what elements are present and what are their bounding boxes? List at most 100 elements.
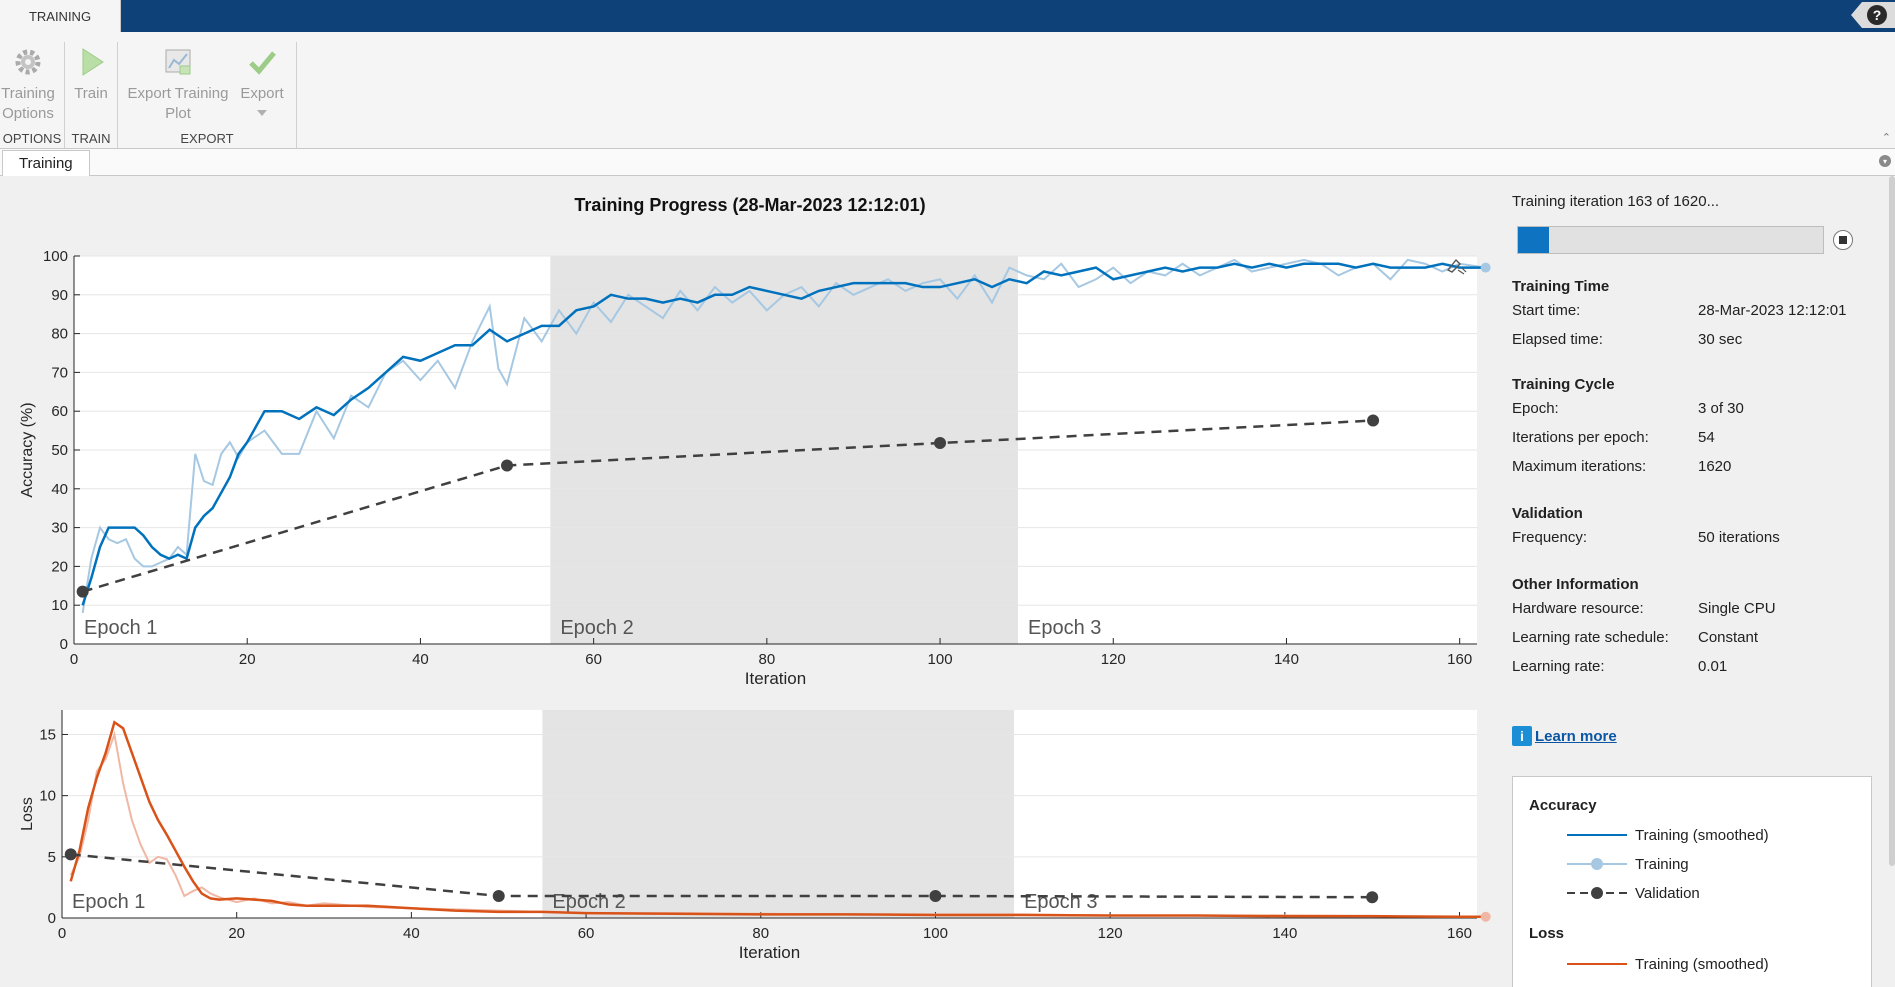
section-title: Validation: [1512, 505, 1583, 522]
validation-point: [1366, 891, 1379, 904]
x-tick-label: 20: [239, 651, 256, 668]
legend-swatch-acc-training: [1567, 858, 1627, 870]
info-value: 28-Mar-2023 12:12:01: [1698, 302, 1847, 319]
y-axis-label: Accuracy (%): [19, 402, 36, 497]
info-value: 1620: [1698, 458, 1732, 475]
accuracy-chart: Epoch 1 Epoch 2 Epoch 30 20 40 60 80 100 120 140 1…: [19, 248, 1491, 688]
x-tick-label: 0: [58, 925, 66, 942]
loss-chart: Epoch 1 Epoch 2 Epoch 30 20 40 60 80 100 120 140 1…: [19, 710, 1491, 962]
x-tick-label: 100: [923, 925, 948, 942]
brush-icon: [1446, 258, 1461, 273]
training-last-point: [1480, 262, 1491, 273]
y-tick-label: 0: [60, 636, 68, 653]
tab-menu-icon[interactable]: ▾: [1879, 155, 1891, 167]
x-tick-label: 60: [585, 651, 602, 668]
info-value: 50 iterations: [1698, 529, 1780, 546]
epoch-label: Epoch 3: [1028, 617, 1101, 639]
plot-toolbar-icon: [1446, 258, 1467, 275]
epoch-label: Epoch 1: [84, 617, 157, 639]
validation-point: [64, 848, 77, 861]
y-tick-label: 60: [51, 403, 68, 420]
info-value: 54: [1698, 429, 1715, 446]
learn-more-link[interactable]: Learn more: [1535, 727, 1617, 745]
vertical-scrollbar[interactable]: [1889, 176, 1895, 866]
arrow-icon: [1457, 267, 1467, 275]
x-tick-label: 80: [758, 651, 775, 668]
y-tick-label: 0: [48, 910, 56, 927]
validation-point: [501, 459, 514, 472]
training-time-section: Training Time Start time: 28-Mar-2023 12:…: [1512, 278, 1882, 360]
x-tick-label: 60: [578, 925, 595, 942]
epoch-label: Epoch 2: [560, 617, 633, 639]
legend-item: Validation: [1565, 882, 1700, 904]
stop-button[interactable]: [1833, 230, 1853, 250]
epoch-label: Epoch 3: [1024, 891, 1097, 913]
y-tick-label: 30: [51, 520, 68, 537]
x-tick-label: 40: [412, 651, 429, 668]
options-group-label: OPTIONS: [2, 131, 62, 146]
legend-panel: Accuracy Training (smoothed) Training Va…: [1512, 776, 1872, 987]
x-tick-label: 160: [1447, 925, 1472, 942]
y-axis-label: Loss: [19, 797, 36, 831]
learn-more: i Learn more: [1512, 726, 1617, 746]
series-training-smoothed-line: [81, 262, 1486, 606]
tab-training[interactable]: TRAINING: [0, 0, 121, 32]
x-tick-label: 0: [70, 651, 78, 668]
y-tick-label: 80: [51, 326, 68, 343]
tab-training-document[interactable]: Training: [2, 150, 90, 176]
train-button[interactable]: Train: [65, 42, 117, 104]
training-cycle-section: Training Cycle Epoch: 3 of 30 Iterations …: [1512, 376, 1882, 487]
epoch-label: Epoch 1: [72, 891, 145, 913]
y-tick-label: 10: [39, 788, 56, 805]
progress-text: Training iteration 163 of 1620...: [1512, 193, 1720, 210]
x-tick-label: 100: [928, 651, 953, 668]
x-tick-label: 140: [1272, 925, 1297, 942]
info-key: Hardware resource:: [1512, 600, 1644, 617]
info-row: Iterations per epoch: 54: [1512, 429, 1882, 458]
y-tick-label: 5: [48, 849, 56, 866]
y-tick-label: 10: [51, 597, 68, 614]
export-plot-icon: [165, 49, 191, 75]
train-group: Train TRAIN: [65, 42, 118, 148]
info-icon: i: [1512, 726, 1532, 746]
legend-item: Training (smoothed): [1565, 824, 1769, 846]
validation-point: [929, 889, 942, 902]
x-tick-label: 40: [403, 925, 420, 942]
help-button[interactable]: ?: [1851, 2, 1895, 28]
info-row: Learning rate: 0.01: [1512, 658, 1882, 687]
legend-item: Training (smoothed): [1565, 953, 1769, 975]
options-group: Training Options OPTIONS: [0, 42, 65, 148]
x-tick-label: 160: [1447, 651, 1472, 668]
x-tick-label: 120: [1098, 925, 1123, 942]
series-validation-line: [70, 853, 1373, 899]
info-row: Elapsed time: 30 sec: [1512, 331, 1882, 360]
info-row: Frequency: 50 iterations: [1512, 529, 1882, 558]
info-row: Start time: 28-Mar-2023 12:12:01: [1512, 302, 1882, 331]
training-options-button[interactable]: Training Options: [0, 42, 56, 124]
progress-bar-fill: [1518, 227, 1549, 253]
legend-accuracy-title: Accuracy: [1529, 797, 1597, 814]
legend-label: Validation: [1635, 884, 1700, 902]
info-value: 3 of 30: [1698, 400, 1744, 417]
info-value: Single CPU: [1698, 600, 1776, 617]
x-axis-label: Iteration: [739, 943, 800, 962]
info-key: Start time:: [1512, 302, 1581, 319]
x-tick-label: 120: [1101, 651, 1126, 668]
export-group-label: EXPORT: [180, 131, 234, 146]
legend-label: Training (smoothed): [1635, 826, 1769, 844]
section-title: Other Information: [1512, 576, 1639, 593]
train-group-label: TRAIN: [71, 131, 111, 146]
info-row: Maximum iterations: 1620: [1512, 458, 1882, 487]
validation-point: [1367, 414, 1380, 427]
export-button[interactable]: Export: [236, 42, 288, 116]
export-training-plot-button[interactable]: Export Training Plot: [126, 42, 230, 124]
legend-swatch-loss-smoothed: [1567, 963, 1627, 965]
collapse-ribbon-icon[interactable]: ⌃: [1881, 132, 1891, 144]
page-title: Training Progress (28-Mar-2023 12:12:01): [574, 195, 926, 215]
legend-item: Training: [1565, 853, 1689, 875]
x-axis-label: Iteration: [745, 669, 806, 688]
series-validation-line: [82, 419, 1374, 593]
info-key: Iterations per epoch:: [1512, 429, 1649, 446]
section-title: Training Cycle: [1512, 376, 1615, 393]
info-row: Learning rate schedule: Constant: [1512, 629, 1882, 658]
